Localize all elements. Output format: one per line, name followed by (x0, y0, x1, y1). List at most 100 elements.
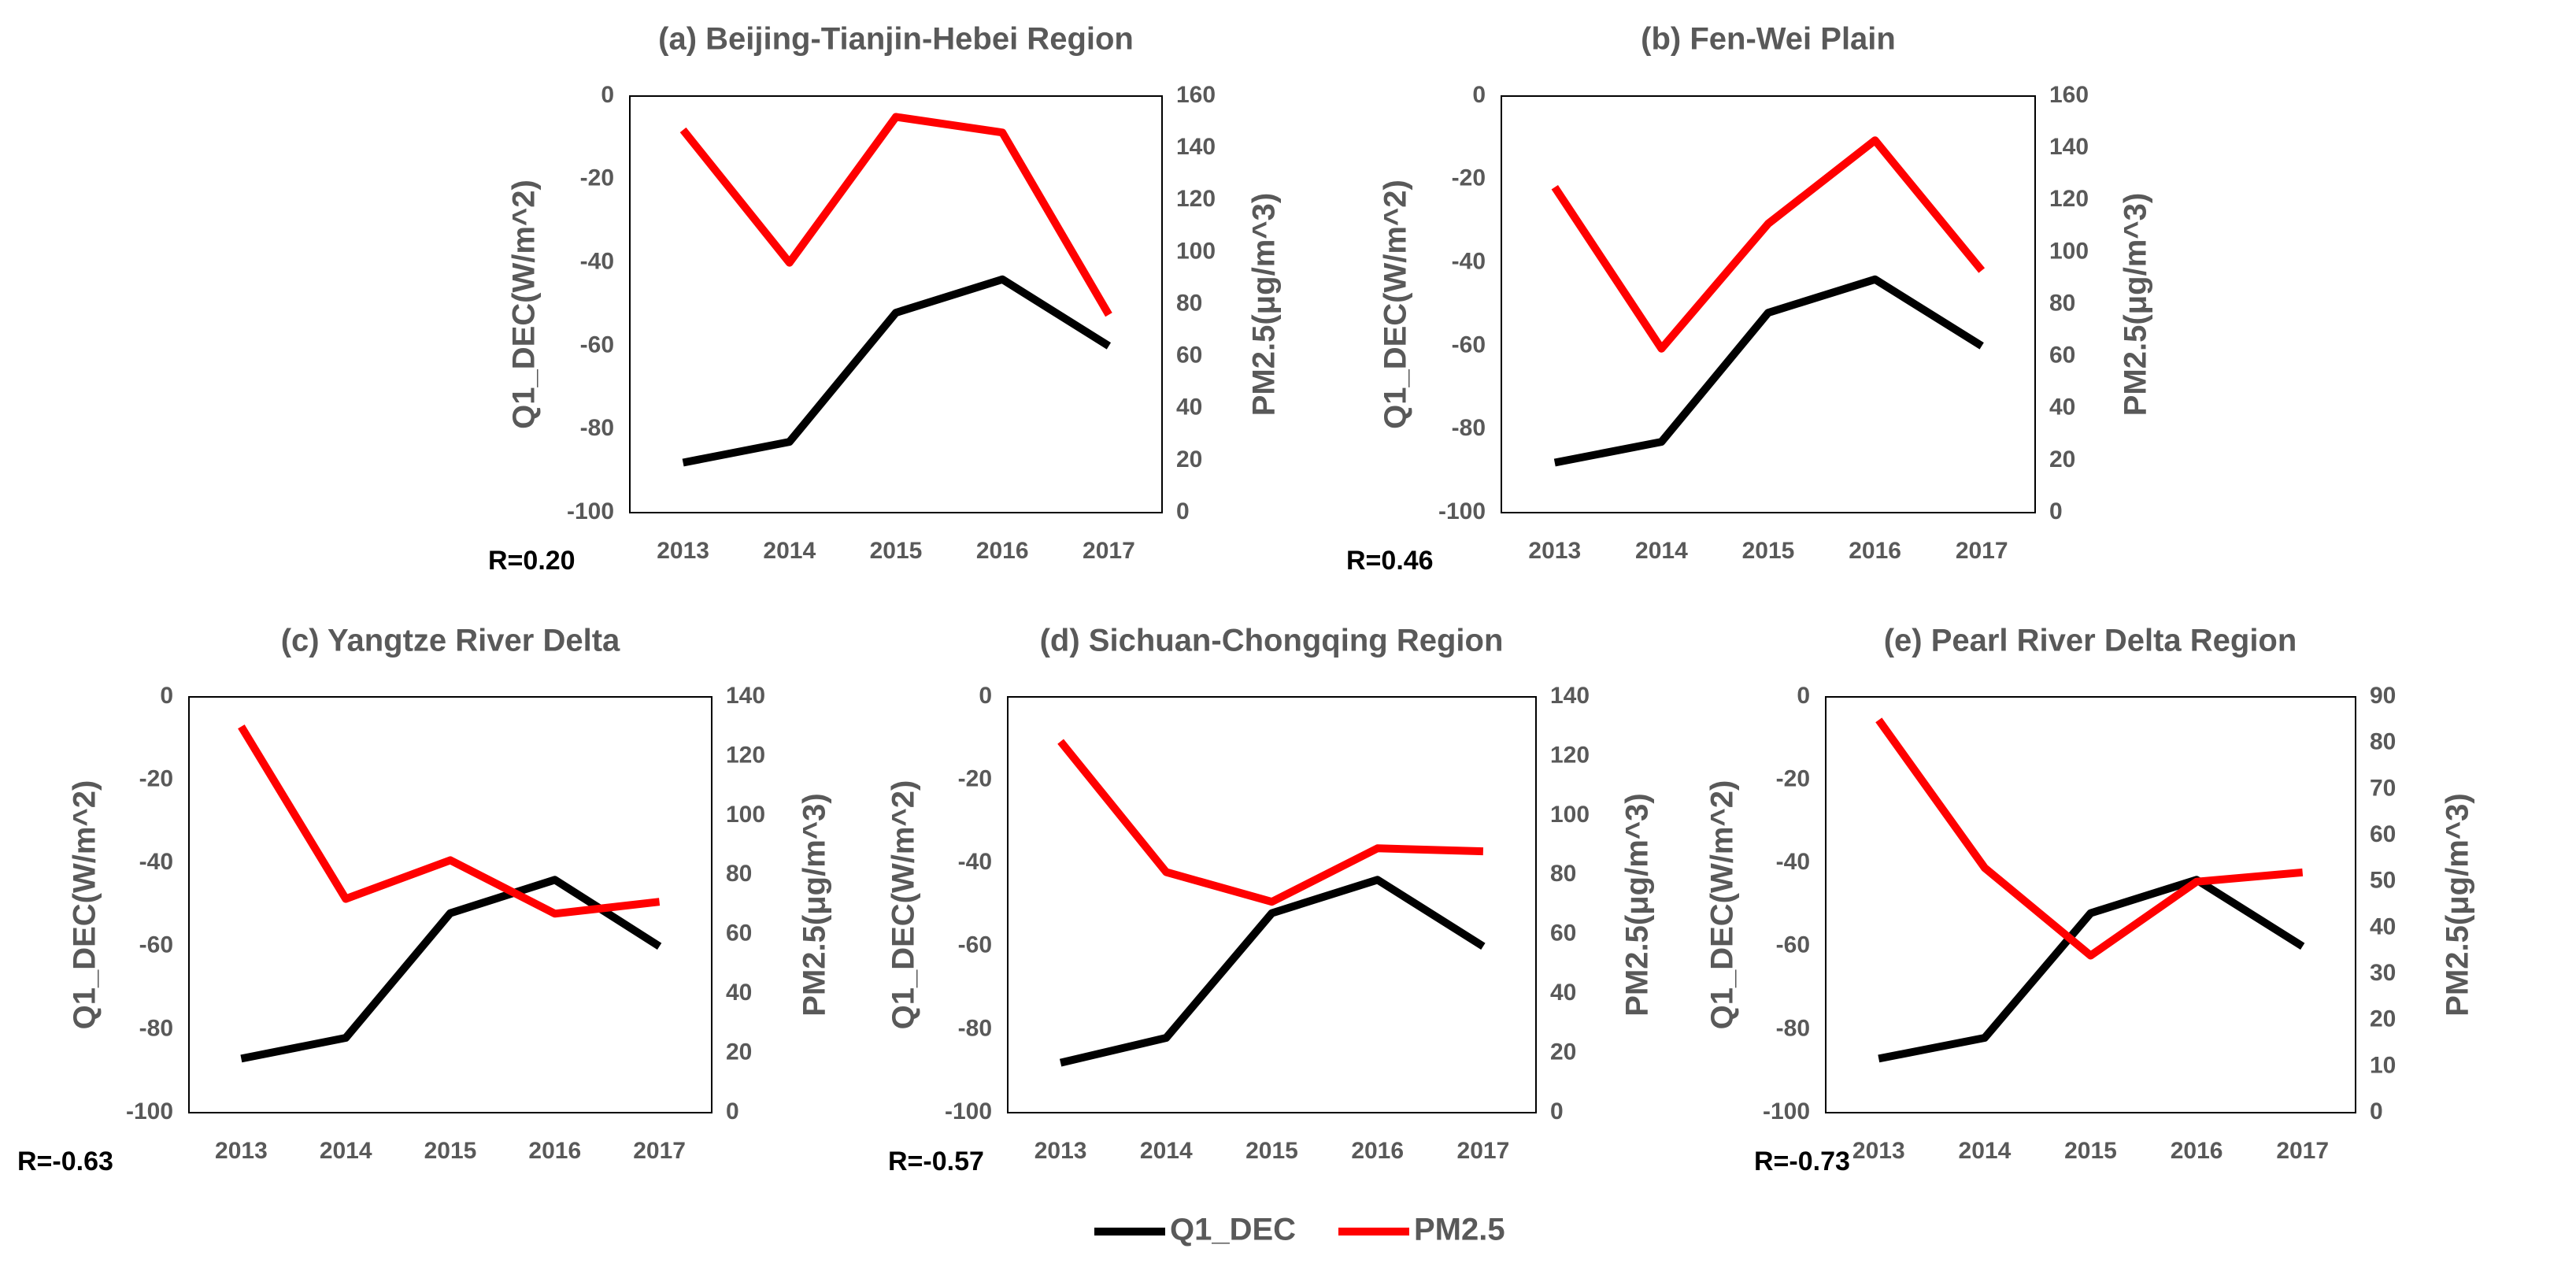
panel-a-right-tick-label: 140 (1176, 134, 1216, 160)
panel-e-x-tick-label: 2014 (1959, 1138, 2012, 1164)
panel-e-right-tick-label: 70 (2370, 775, 2396, 801)
panel-c-x-tick-label: 2016 (528, 1138, 581, 1164)
panel-c-left-tick-label: -40 (139, 849, 173, 875)
panel-d-right-axis-label: PM2.5(μg/m^3) (1620, 793, 1655, 1016)
panel-d-right-tick-label: 100 (1550, 802, 1590, 828)
panel-d-title: (d) Sichuan-Chongqing Region (1040, 624, 1504, 658)
panel-b-right-axis-label: PM2.5(μg/m^3) (2119, 193, 2153, 416)
panel-c-right-tick-label: 40 (726, 980, 752, 1006)
panel-d-right-tick-label: 0 (1550, 1098, 1564, 1124)
panel-c-correlation-label: R=-0.63 (17, 1147, 113, 1176)
panel-e-left-tick-label: -60 (1776, 932, 1810, 958)
panel-b-right-tick-label: 140 (2049, 134, 2089, 160)
panel-c-title: (c) Yangtze River Delta (281, 624, 620, 658)
panel-e-left-tick-label: -100 (1763, 1098, 1810, 1124)
panel-a-left-axis-label: Q1_DEC(W/m^2) (507, 180, 542, 429)
panel-b-x-tick-label: 2015 (1742, 538, 1795, 564)
panel-d-right-tick-label: 60 (1550, 921, 1576, 947)
chart-panel-c: (c) Yangtze River Delta 0 -20 -40 -60 -80 -100… (17, 624, 832, 1176)
legend-label: Q1_DEC (1170, 1213, 1296, 1247)
panel-c-x-tick-label: 2013 (215, 1138, 268, 1164)
panel-e-right-tick-label: 20 (2370, 1006, 2396, 1032)
panel-b-left-tick-label: 0 (1472, 82, 1486, 108)
panel-d-x-tick-label: 2016 (1351, 1138, 1404, 1164)
panel-d-plot-area (1007, 696, 1537, 1113)
legend: Q1_DEC PM2.5 (1094, 1213, 1505, 1247)
panel-e-series-pm2-5-line (1875, 717, 2304, 960)
panel-b-right-tick-label: 120 (2049, 186, 2089, 212)
panel-a-right-tick-label: 40 (1176, 395, 1202, 420)
chart-panel-e: (e) Pearl River Delta Region 0 -20 -40 -60 -8… (1705, 624, 2475, 1176)
panel-d-left-tick-label: -40 (958, 849, 992, 875)
panel-c-x-tick-label: 2015 (424, 1138, 477, 1164)
panel-a-series-pm2-5-line (679, 113, 1112, 317)
panel-a-left-tick-label: -80 (580, 415, 614, 441)
panel-a-right-tick-label: 0 (1176, 498, 1190, 524)
panel-b-plot-area (1501, 95, 2036, 513)
panel-e-right-tick-label: 10 (2370, 1052, 2396, 1078)
panel-c-series-pm2-5-line (238, 724, 661, 918)
panel-a-x-tick-label: 2017 (1083, 538, 1135, 564)
panel-a-x-tick-label: 2014 (763, 538, 816, 564)
panel-e-correlation-label: R=-0.73 (1754, 1147, 1850, 1176)
panel-e-left-axis-label: Q1_DEC(W/m^2) (1705, 780, 1740, 1030)
panel-e-left-tick-label: -40 (1776, 849, 1810, 875)
panel-a-x-tick-label: 2013 (657, 538, 709, 564)
panel-c-left-tick-label: -80 (139, 1015, 173, 1041)
panel-e-right-tick-label: 30 (2370, 960, 2396, 986)
panel-a-x-tick-label: 2015 (870, 538, 923, 564)
panel-e-x-tick-label: 2017 (2276, 1138, 2329, 1164)
panel-c-x-tick-label: 2014 (320, 1138, 372, 1164)
panel-e-right-tick-label: 40 (2370, 913, 2396, 939)
legend-label: PM2.5 (1414, 1213, 1505, 1247)
panel-c-series-q1-dec-line (240, 876, 662, 1063)
panel-b-left-tick-label: -60 (1452, 332, 1486, 358)
panel-b-left-tick-label: -80 (1452, 415, 1486, 441)
panel-a-left-tick-label: -20 (580, 165, 614, 191)
panel-b-left-axis-label: Q1_DEC(W/m^2) (1379, 180, 1413, 429)
panel-e-x-tick-label: 2016 (2171, 1138, 2223, 1164)
panel-b-left-tick-label: -40 (1452, 249, 1486, 275)
panel-d-series-q1-dec-line (1059, 876, 1486, 1067)
panel-e-left-tick-label: -20 (1776, 766, 1810, 792)
panel-b-x-tick-label: 2014 (1635, 538, 1688, 564)
panel-e-right-tick-label: 90 (2370, 683, 2396, 709)
panel-d-right-tick-label: 120 (1550, 742, 1590, 768)
panel-a-x-tick-label: 2016 (976, 538, 1029, 564)
panel-c-right-tick-label: 120 (726, 742, 765, 768)
panel-d-x-tick-label: 2017 (1457, 1138, 1510, 1164)
panel-d-x-tick-label: 2015 (1245, 1138, 1298, 1164)
panel-e-right-tick-label: 50 (2370, 868, 2396, 894)
panel-e-title: (e) Pearl River Delta Region (1884, 624, 2297, 658)
panel-e-x-tick-label: 2013 (1852, 1138, 1905, 1164)
panel-c-right-tick-label: 80 (726, 861, 752, 887)
panel-a-left-tick-label: -40 (580, 249, 614, 275)
panel-c-left-tick-label: 0 (160, 683, 173, 709)
panel-a-right-tick-label: 80 (1176, 290, 1202, 316)
panel-d-series-pm2-5-line (1057, 739, 1484, 906)
panel-b-x-tick-label: 2017 (1956, 538, 2008, 564)
panel-c-right-tick-label: 60 (726, 921, 752, 947)
panel-c-right-tick-label: 100 (726, 802, 765, 828)
panel-b-right-tick-label: 160 (2049, 82, 2089, 108)
panel-c-x-tick-label: 2017 (633, 1138, 686, 1164)
panel-c-right-axis-label: PM2.5(μg/m^3) (798, 793, 832, 1016)
panel-a-title: (a) Beijing-Tianjin-Hebei Region (658, 22, 1134, 57)
panel-b-right-tick-label: 80 (2049, 290, 2075, 316)
chart-panel-d: (d) Sichuan-Chongqing Region 0 -20 -40 -60 -8… (886, 624, 1655, 1176)
panel-c-left-tick-label: -60 (139, 932, 173, 958)
panel-d-left-tick-label: -60 (958, 932, 992, 958)
panel-d-x-tick-label: 2013 (1034, 1138, 1087, 1164)
panel-b-x-tick-label: 2013 (1528, 538, 1581, 564)
panel-e-right-axis-label: PM2.5(μg/m^3) (2441, 793, 2475, 1016)
panel-d-left-tick-label: 0 (979, 683, 992, 709)
panel-d-left-tick-label: -80 (958, 1015, 992, 1041)
panel-e-x-tick-label: 2015 (2064, 1138, 2117, 1164)
panel-a-correlation-label: R=0.20 (488, 546, 576, 576)
panel-e-plot-area (1825, 696, 2356, 1113)
panel-b-right-tick-label: 100 (2049, 238, 2089, 264)
panel-a-right-tick-label: 160 (1176, 82, 1216, 108)
panel-c-left-tick-label: -100 (126, 1098, 173, 1124)
panel-c-plot-area (188, 696, 712, 1113)
